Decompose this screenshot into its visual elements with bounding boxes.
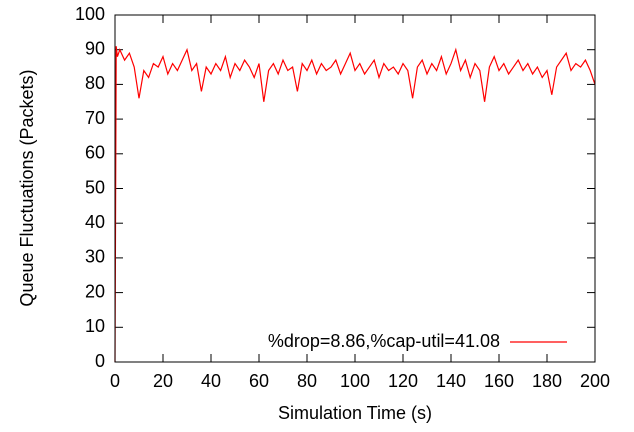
x-tick-label: 80 <box>297 371 317 391</box>
x-tick-label: 60 <box>249 371 269 391</box>
y-tick-label: 40 <box>85 212 105 232</box>
legend-label: %drop=8.86,%cap-util=41.08 <box>268 331 500 351</box>
x-tick-label: 100 <box>340 371 370 391</box>
x-tick-label: 140 <box>436 371 466 391</box>
x-tick-label: 180 <box>532 371 562 391</box>
x-tick-label: 20 <box>153 371 173 391</box>
y-tick-label: 70 <box>85 108 105 128</box>
y-tick-label: 90 <box>85 38 105 58</box>
x-tick-label: 160 <box>484 371 514 391</box>
y-tick-label: 10 <box>85 316 105 336</box>
y-tick-label: 100 <box>75 4 105 24</box>
y-tick-label: 0 <box>95 351 105 371</box>
x-tick-label: 40 <box>201 371 221 391</box>
y-tick-label: 20 <box>85 281 105 301</box>
x-tick-label: 0 <box>110 371 120 391</box>
x-tick-label: 120 <box>388 371 418 391</box>
y-tick-label: 30 <box>85 247 105 267</box>
y-axis-label: Queue Fluctuations (Packets) <box>17 69 37 306</box>
y-tick-label: 50 <box>85 177 105 197</box>
x-axis-label: Simulation Time (s) <box>278 403 432 423</box>
y-tick-label: 80 <box>85 73 105 93</box>
data-line <box>114 46 596 363</box>
x-tick-label: 200 <box>580 371 610 391</box>
y-tick-label: 60 <box>85 143 105 163</box>
plot-frame <box>114 14 596 363</box>
